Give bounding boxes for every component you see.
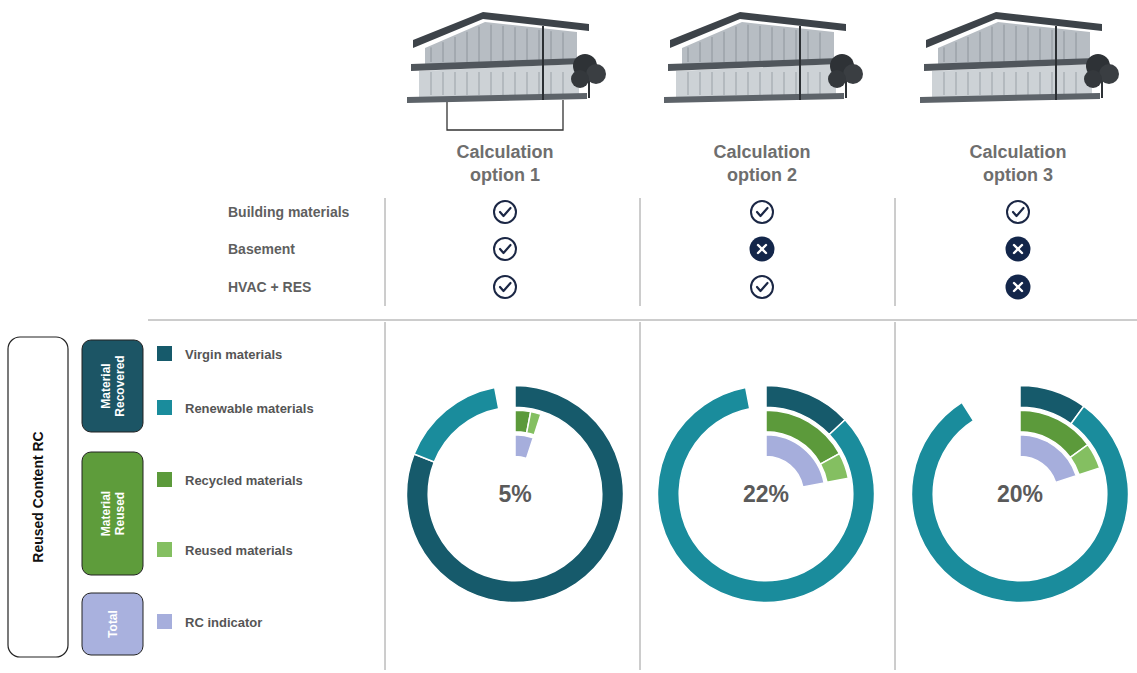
svg-text:20%: 20% [997, 481, 1043, 507]
html-text:Calculation option 1: Calculation option 1 [456, 142, 554, 185]
svg-text:Virgin materials: Virgin materials [185, 347, 282, 362]
svg-text:22%: 22% [743, 481, 789, 507]
svg-text:Total: Total [106, 610, 120, 638]
svg-text:Building materials: Building materials [228, 204, 350, 220]
html-text:Calculation option 3: Calculation option 3 [969, 142, 1067, 185]
svg-text:Renewable materials: Renewable materials [185, 401, 314, 416]
svg-text:Reused materials: Reused materials [185, 543, 293, 558]
svg-text:Recycled materials: Recycled materials [185, 473, 303, 488]
svg-text:Material: Material [99, 491, 113, 536]
svg-text:RC indicator: RC indicator [185, 615, 262, 630]
html-text:Calculation option 2: Calculation option 2 [713, 142, 811, 185]
svg-text:HVAC + RES: HVAC + RES [228, 279, 311, 295]
svg-text:Recovered: Recovered [113, 355, 127, 416]
svg-text:Basement: Basement [228, 241, 295, 257]
svg-text:5%: 5% [498, 481, 531, 507]
svg-text:Material: Material [99, 363, 113, 408]
svg-text:Reused Content RC: Reused Content RC [30, 431, 46, 562]
svg-text:Reused: Reused [113, 492, 127, 535]
